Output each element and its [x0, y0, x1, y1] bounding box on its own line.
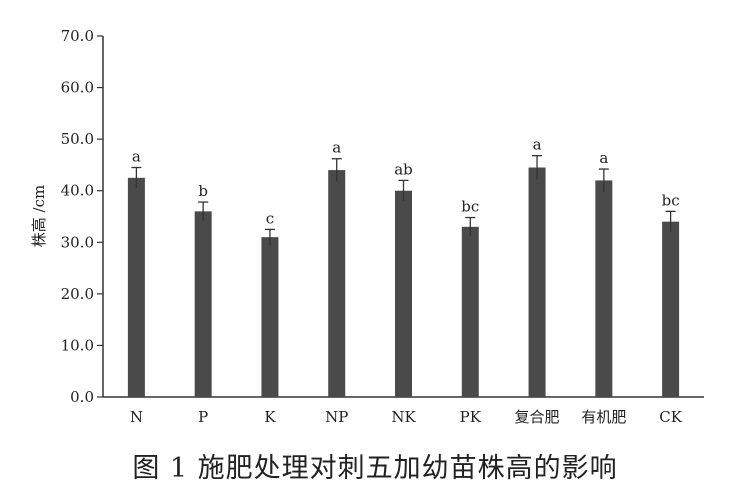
y-tick-label: 0.0: [70, 388, 94, 406]
y-axis: 0.0 10.0 20.0 30.0 40.0 50.0 60.0 70.0: [61, 27, 104, 406]
bar: [328, 170, 346, 397]
significance-label: b: [198, 182, 208, 200]
significance-label: bc: [662, 191, 680, 209]
significance-label: ab: [394, 160, 413, 178]
bar: [595, 180, 613, 397]
y-tick-label: 20.0: [61, 285, 94, 303]
x-tick-label: 有机肥: [581, 408, 626, 426]
y-tick-label: 40.0: [61, 182, 94, 200]
bar: [461, 226, 479, 397]
significance-label: c: [266, 209, 274, 227]
x-axis: N P K NP NK PK 复合肥 有机肥 CK: [103, 396, 704, 426]
x-tick-label: 复合肥: [515, 408, 560, 426]
bar: [662, 221, 680, 397]
y-tick-label: 30.0: [61, 233, 94, 251]
y-tick-label: 50.0: [61, 130, 94, 148]
bar: [127, 177, 145, 397]
figure-caption: 图 1 施肥处理对刺五加幼苗株高的影响: [132, 453, 618, 484]
x-tick-label: NK: [391, 408, 416, 426]
bar-chart: 0.010.020.030.040.050.060.070.0 N P K NP NK P…: [30, 27, 704, 426]
bar: [528, 167, 546, 397]
bar: [395, 190, 412, 397]
x-tick-label: PK: [460, 408, 482, 426]
y-tick-label: 70.0: [61, 27, 94, 45]
significance-label: a: [132, 148, 141, 166]
significance-label: a: [599, 149, 608, 167]
y-axis-title: 株高 /cm: [30, 185, 48, 247]
y-tick-label: 60.0: [61, 79, 94, 97]
bar: [194, 211, 212, 397]
significance-label: a: [533, 136, 542, 154]
x-tick-label: K: [264, 408, 276, 426]
significance-label: a: [332, 139, 341, 157]
y-tick-label: 10.0: [61, 336, 94, 354]
x-tick-label: CK: [659, 408, 682, 426]
x-tick-label: N: [130, 408, 143, 426]
bar: [261, 237, 279, 397]
x-tick-label: P: [198, 408, 208, 426]
x-tick-label: NP: [325, 408, 348, 426]
significance-label: bc: [461, 198, 479, 216]
